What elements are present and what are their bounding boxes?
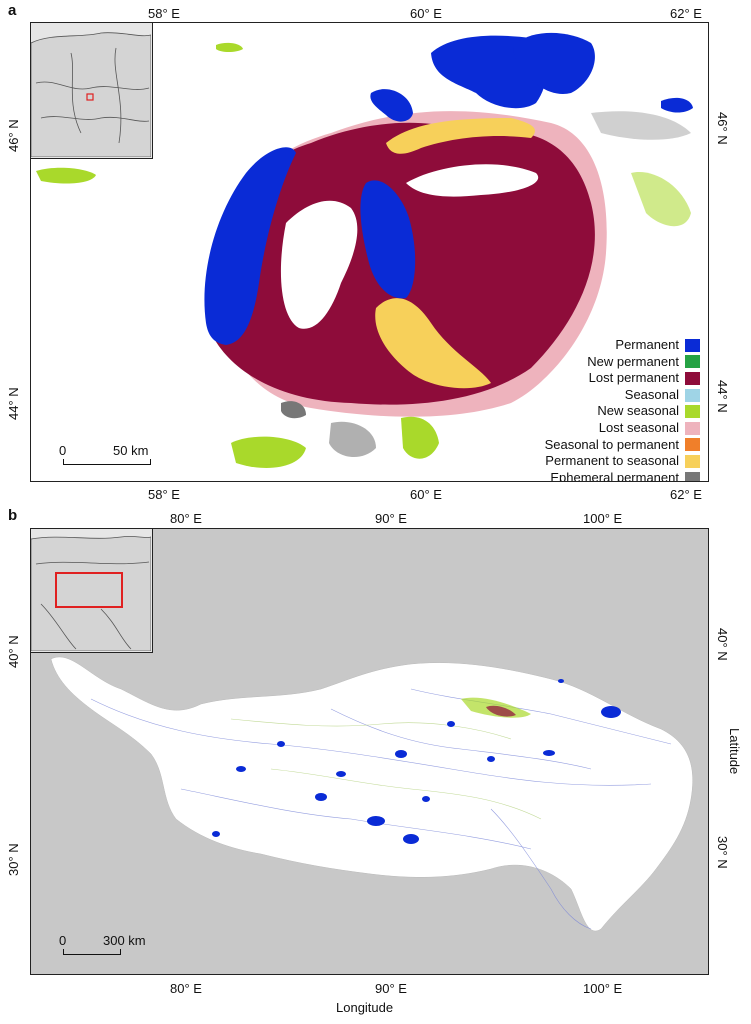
ephemeral-seasonal-patch-1	[329, 421, 376, 458]
legend-swatch	[685, 338, 700, 352]
panel-b-bottom-tick-90: 90° E	[375, 981, 407, 996]
legend-label: Permanent	[615, 337, 679, 352]
permanent-patch-east	[661, 97, 693, 113]
panel-b-letter: b	[8, 507, 18, 524]
panel-a-scale-bar: 0 50 km	[59, 443, 179, 469]
new-seasonal-patch-4	[401, 416, 439, 459]
panel-b-y-axis-title: Latitude	[727, 728, 742, 775]
ephemeral-permanent-patch-1	[281, 401, 306, 419]
legend-swatch	[685, 471, 700, 481]
panel-b-left-tick-40: 40° N	[6, 635, 21, 668]
aral-sea-water-map	[36, 32, 693, 468]
river-network-green	[230, 718, 542, 820]
panel-b-bottom-tick-80: 80° E	[170, 981, 202, 996]
legend-row: Permanent	[545, 337, 700, 354]
panel-b-top-tick-100: 100° E	[583, 511, 623, 526]
permanent-to-seasonal-area	[375, 298, 491, 389]
legend-swatch	[685, 454, 700, 468]
panel-a-bottom-tick-60: 60° E	[410, 487, 442, 502]
legend-label: Seasonal to permanent	[544, 436, 679, 452]
panel-b-inset-outline	[31, 536, 152, 652]
panel-b-scale-bar: 0 300 km	[59, 933, 199, 959]
legend-swatch	[685, 371, 700, 385]
legend-swatch	[685, 355, 700, 369]
panel-b-top-tick-90: 90° E	[375, 511, 407, 526]
new-seasonal-patch-1	[36, 167, 96, 184]
panel-b-scale-label: 300 km	[103, 933, 146, 948]
permanent-west-lobe	[204, 147, 296, 345]
panel-a-locator-inset	[31, 23, 153, 159]
legend-label: Seasonal	[624, 386, 679, 402]
panel-b-left-tick-30: 30° N	[6, 843, 21, 876]
legend-label: New permanent	[587, 353, 679, 369]
panel-a-right-tick-46: 46° N	[715, 112, 730, 145]
panel-a-top-tick-60: 60° E	[410, 6, 442, 21]
new-seasonal-patch-5	[631, 172, 691, 227]
panel-b-right-tick-30: 30° N	[715, 836, 730, 869]
panel-a-inset-outline	[31, 32, 152, 158]
legend-row: Seasonal	[545, 387, 700, 404]
permanent-north-lake	[370, 89, 413, 122]
legend-row: Ephemeral permanent	[545, 469, 700, 482]
panel-a-scale-line	[63, 459, 151, 465]
ephemeral-seasonal-patch-2	[591, 111, 691, 140]
qaidam-basin-lost-area	[486, 705, 516, 717]
legend-row: Seasonal to permanent	[545, 437, 700, 454]
legend-row: New seasonal	[545, 403, 700, 420]
legend-label: Lost permanent	[588, 370, 679, 386]
panel-b-top-tick-80: 80° E	[170, 511, 202, 526]
panel-a-left-tick-44: 44° N	[6, 387, 21, 420]
panel-a-map: Permanent New permanent Lost permanent Seas…	[30, 22, 709, 482]
permanent-northeast-lake-2	[513, 32, 595, 94]
legend-row: Permanent to seasonal	[545, 453, 700, 470]
panel-b-inset-locator-box	[55, 572, 123, 608]
panel-a-bottom-tick-62: 62° E	[670, 487, 702, 502]
river-network	[90, 688, 672, 930]
panel-b-scale-line	[63, 949, 121, 955]
panel-a-left-tick-46: 46° N	[6, 119, 21, 152]
panel-a-inset-locator-box	[86, 93, 94, 101]
tibetan-plateau-water-map	[50, 656, 693, 932]
panel-a-letter: a	[8, 2, 17, 19]
panel-b-bottom-tick-100: 100° E	[583, 981, 623, 996]
legend-label: New seasonal	[597, 403, 679, 419]
tibetan-plateau-outline	[50, 656, 693, 932]
legend-row: Lost seasonal	[545, 420, 700, 437]
panel-a-scale-label: 50 km	[113, 443, 149, 458]
legend-swatch	[685, 438, 700, 452]
panel-a-bottom-tick-58: 58° E	[148, 487, 180, 502]
legend-swatch	[685, 405, 700, 419]
panel-a-top-tick-62: 62° E	[670, 6, 702, 21]
legend-label: Permanent to seasonal	[545, 453, 679, 469]
legend-row: New permanent	[545, 354, 700, 371]
panel-b-locator-inset	[31, 529, 153, 653]
panel-a-top-tick-58: 58° E	[148, 6, 180, 21]
panel-a-scale-zero: 0	[59, 443, 67, 458]
legend-label: Lost seasonal	[598, 419, 679, 435]
new-seasonal-patch-2	[216, 42, 243, 52]
panel-a-legend: Permanent New permanent Lost permanent Seas…	[545, 337, 700, 482]
legend-swatch	[685, 388, 700, 402]
new-seasonal-patch-3	[231, 436, 306, 468]
panel-b-map: 0 300 km	[30, 528, 709, 975]
dry-island-north	[406, 164, 539, 197]
panel-b-scale-zero: 0	[59, 933, 67, 948]
panel-a-right-tick-44: 44° N	[715, 380, 730, 413]
panel-b-x-axis-title: Longitude	[336, 1000, 394, 1015]
permanent-central-lake	[360, 180, 416, 299]
dry-island-center	[280, 200, 358, 329]
legend-swatch	[685, 421, 700, 435]
permanent-to-seasonal-channel	[386, 118, 535, 154]
legend-label: Ephemeral permanent	[550, 469, 679, 482]
panel-b-right-tick-40: 40° N	[715, 628, 730, 661]
legend-row: Lost permanent	[545, 370, 700, 387]
permanent-lakes	[212, 679, 621, 844]
